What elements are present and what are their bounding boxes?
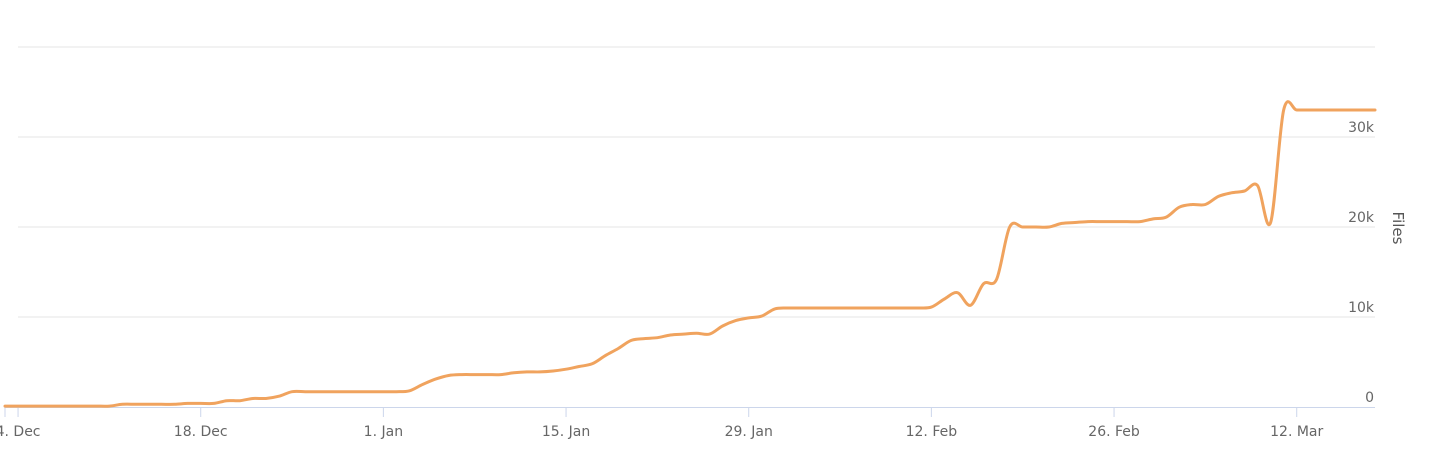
- x-tick-label: 15. Jan: [542, 424, 590, 440]
- x-tick-label: 29. Jan: [725, 424, 773, 440]
- y-tick-label: 30k: [1348, 120, 1375, 136]
- y-tick-label: 20k: [1348, 210, 1375, 226]
- x-tick-label: 4. Dec: [0, 424, 41, 440]
- x-tick-label: 26. Feb: [1088, 424, 1140, 440]
- x-tick-label: 12. Mar: [1270, 424, 1323, 440]
- y-tick-label: 0: [1365, 390, 1374, 406]
- y-tick-label: 10k: [1348, 300, 1375, 316]
- x-tick-label: 1. Jan: [364, 424, 403, 440]
- y-axis-title: Files: [1389, 212, 1407, 245]
- series-line: [3, 100, 1377, 408]
- x-tick-label: 18. Dec: [174, 424, 228, 440]
- x-tick-label: 12. Feb: [906, 424, 958, 440]
